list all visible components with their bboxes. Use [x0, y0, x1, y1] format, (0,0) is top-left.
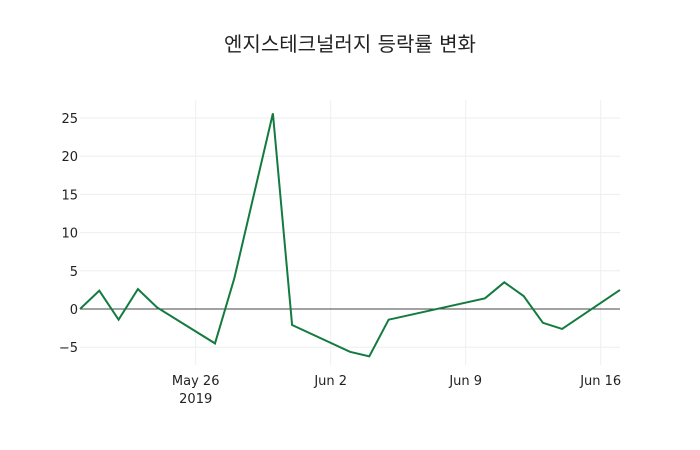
y-tick-label: −5 — [59, 341, 78, 356]
x-tick-label: Jun 9 — [448, 374, 482, 389]
series-line — [79, 113, 621, 358]
y-tick-label: 20 — [61, 150, 78, 165]
chart-title: 엔지스테크널러지 등락률 변화 — [224, 32, 476, 56]
y-tick-label: 0 — [70, 303, 78, 318]
x-tick-label: Jun 2 — [313, 374, 347, 389]
x-tick-label: May 26 — [172, 374, 220, 389]
y-tick-label: 25 — [61, 112, 78, 127]
x-tick-label: Jun 16 — [579, 374, 621, 389]
y-tick-label: 10 — [61, 227, 78, 242]
y-tick-label: 15 — [61, 188, 78, 203]
y-tick-label: 5 — [70, 265, 78, 280]
x-tick-year-label: 2019 — [179, 392, 212, 407]
